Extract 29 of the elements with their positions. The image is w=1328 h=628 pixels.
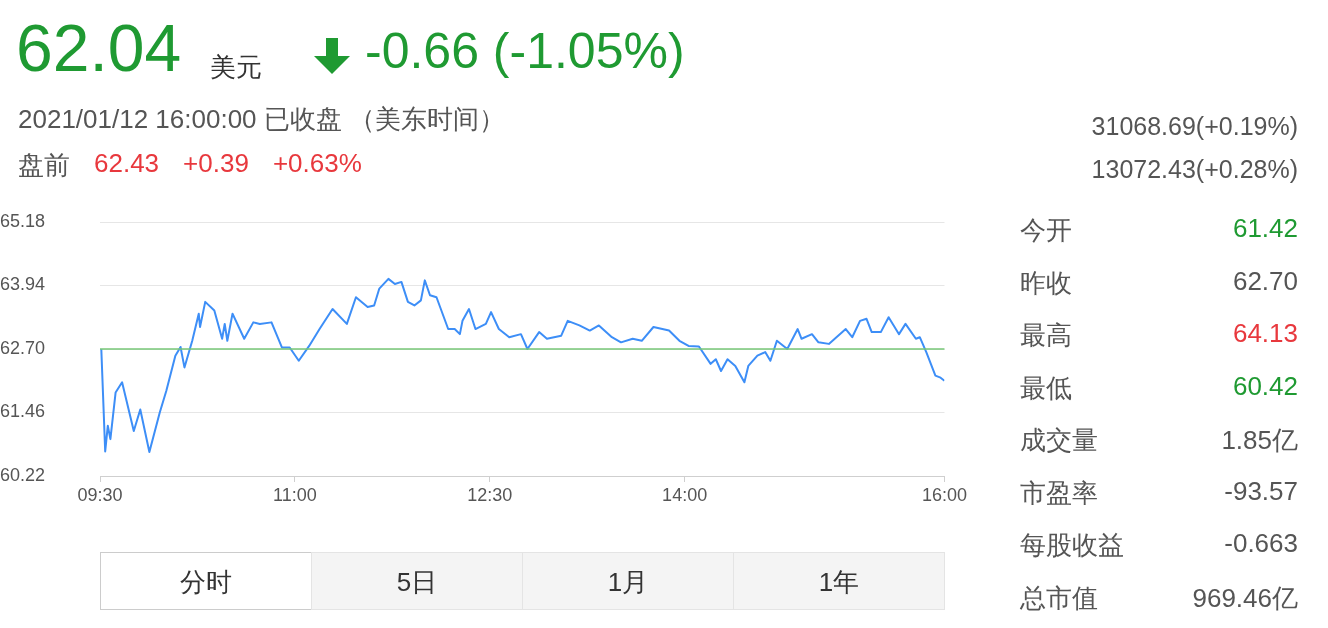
x-tick-label: 16:00 <box>921 484 967 505</box>
text: 1月 <box>522 552 734 610</box>
text: 最低 60.42 <box>1020 370 1298 403</box>
chart-title: 62.04 <box>16 10 182 86</box>
text: 总市值 969.46亿 <box>1020 582 1298 613</box>
chart-subtitle: 2021/01/12 16:00:00 已收盘 （美东时间） <box>18 103 506 136</box>
text: 市盈率 -93.57 <box>1020 475 1298 508</box>
text: 最高 64.13 <box>1020 318 1298 350</box>
y-tick-label: 62.70 <box>0 337 46 358</box>
y-tick-label: 63.94 <box>0 274 46 295</box>
text: 昨收 62.70 <box>1020 265 1298 298</box>
text: 美元 <box>210 51 262 84</box>
x-tick-label: 09:30 <box>77 484 123 505</box>
text: 1年 <box>733 552 945 610</box>
text: 今开 61.42 <box>1020 213 1298 245</box>
y-tick-label: 61.46 <box>0 401 46 422</box>
text: 13072.43(+0.28%) <box>1091 155 1298 184</box>
text: 分时 <box>100 552 312 610</box>
text: -0.66 (-1.05%) <box>365 22 685 80</box>
x-tick-label: 14:00 <box>662 484 708 505</box>
y-tick-label: 60.22 <box>0 464 46 485</box>
x-tick-label: 11:00 <box>273 484 317 505</box>
text: 盘前 62.43 +0.39 +0.63% <box>18 148 362 182</box>
text: 成交量 1.85亿 <box>1020 425 1298 455</box>
text: 5日 <box>311 552 523 610</box>
text: 每股收益 -0.663 <box>1020 528 1298 560</box>
x-tick-label: 12:30 <box>467 484 513 505</box>
y-tick-label: 65.18 <box>0 210 46 231</box>
text: 31068.69(+0.19%) <box>1091 112 1298 141</box>
